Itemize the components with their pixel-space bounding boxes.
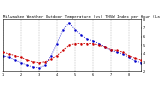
Text: Milwaukee Weather Outdoor Temperature (vs) THSW Index per Hour (Last 24 Hours): Milwaukee Weather Outdoor Temperature (v… [3, 15, 160, 19]
